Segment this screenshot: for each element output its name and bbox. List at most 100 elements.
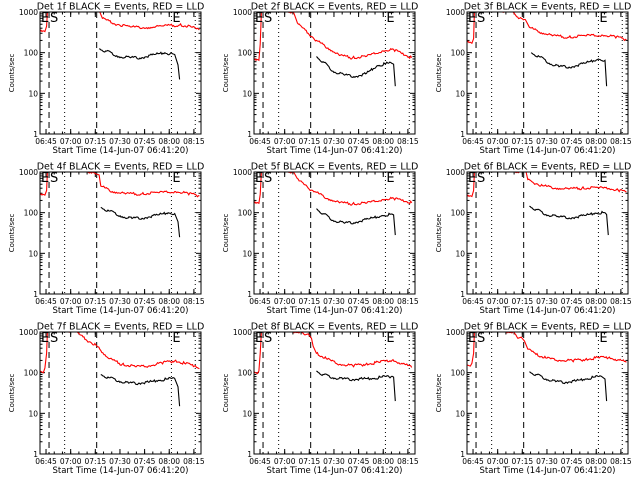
y-tick-label: 1000 [19,8,38,17]
marker-e-left: E [255,11,263,26]
events-series-line [316,370,396,402]
x-tick-label: 07:15 [299,297,321,306]
x-tick-label: 07:45 [348,297,370,306]
y-tick-label: 10 [28,409,38,418]
y-tick-label: 1 [460,130,465,139]
y-axis-label: Counts/sec [8,54,16,93]
y-tick-label: 10 [242,89,252,98]
y-tick-label: 1000 [19,328,38,337]
y-tick-label: 100 [451,209,466,218]
marker-e-right: E [599,11,607,26]
x-tick-label: 07:30 [109,137,131,146]
y-axis-label: Counts/sec [222,214,230,253]
x-tick-label: 06:45 [35,137,57,146]
lld-series-line [254,172,413,206]
x-tick-label: 07:30 [323,297,345,306]
x-tick-label: 06:45 [35,457,57,466]
panel-det-3: Det 3f BLACK = Events, RED = LLD Counts/s… [435,2,632,157]
y-tick-label: 100 [238,209,253,218]
panel-title: Det 7f BLACK = Events, RED = LLD [37,322,205,333]
panel-title: Det 2f BLACK = Events, RED = LLD [251,2,419,13]
plot-frame [253,171,416,295]
x-tick-label: 08:00 [158,297,180,306]
lld-series-line [254,12,413,62]
y-tick-label: 100 [238,369,253,378]
plot-frame [466,11,629,135]
marker-s: S [50,331,58,346]
lld-series-line [40,12,200,33]
panel-det-1: Det 1f BLACK = Events, RED = LLD Counts/s… [8,2,205,157]
plot-frame [39,171,202,295]
x-tick-label: 07:45 [134,137,156,146]
y-axis-label: Counts/sec [8,214,16,253]
x-axis-label: Start Time (14-Jun-07 06:41:20) [480,466,616,476]
y-tick-label: 1000 [446,8,465,17]
x-tick-label: 07:00 [274,137,296,146]
x-tick-label: 08:15 [397,297,419,306]
x-tick-label: 07:30 [536,137,558,146]
y-tick-label: 100 [451,49,466,58]
x-axis-label: Start Time (14-Jun-07 06:41:20) [480,146,616,156]
x-tick-label: 08:00 [585,137,607,146]
x-tick-label: 08:15 [397,137,419,146]
x-tick-label: 08:15 [183,457,205,466]
x-tick-label: 07:15 [299,137,321,146]
y-tick-label: 1 [247,450,252,459]
x-axis-label: Start Time (14-Jun-07 06:41:20) [267,306,403,316]
events-series-line [529,205,609,236]
x-tick-label: 06:45 [35,297,57,306]
y-tick-label: 100 [24,209,39,218]
y-tick-label: 1000 [233,328,252,337]
x-tick-label: 07:15 [85,457,107,466]
y-axis-label: Counts/sec [222,374,230,413]
marker-s: S [477,171,485,186]
marker-e-right: E [172,171,180,186]
plot-frame [39,331,202,455]
y-tick-label: 10 [455,249,465,258]
x-tick-label: 08:00 [372,137,394,146]
marker-e-left: E [468,11,476,26]
y-tick-label: 10 [455,409,465,418]
x-tick-label: 07:15 [299,457,321,466]
x-tick-label: 07:45 [561,297,583,306]
panel-det-9: Det 9f BLACK = Events, RED = LLD Counts/s… [435,322,632,477]
marker-e-left: E [41,11,49,26]
y-tick-label: 1000 [446,328,465,337]
x-tick-label: 07:15 [85,137,107,146]
lld-series-line [254,332,413,375]
y-axis-label: Counts/sec [435,54,443,93]
x-tick-label: 08:00 [372,297,394,306]
events-series-line [100,206,181,238]
x-axis-label: Start Time (14-Jun-07 06:41:20) [53,466,189,476]
x-tick-label: 07:30 [536,457,558,466]
panel-title: Det 5f BLACK = Events, RED = LLD [251,162,419,173]
panel-title: Det 4f BLACK = Events, RED = LLD [37,162,205,173]
x-axis-label: Start Time (14-Jun-07 06:41:20) [267,466,403,476]
marker-e-left: E [41,171,49,186]
y-axis-label: Counts/sec [435,374,443,413]
plot-frame [466,171,629,295]
x-tick-label: 08:15 [610,297,632,306]
x-tick-label: 08:00 [158,457,180,466]
x-tick-label: 06:45 [462,297,484,306]
x-axis-label: Start Time (14-Jun-07 06:41:20) [53,146,189,156]
x-tick-label: 07:30 [536,297,558,306]
panel-det-6: Det 6f BLACK = Events, RED = LLD Counts/s… [435,162,632,317]
y-axis-label: Counts/sec [435,214,443,253]
x-tick-label: 07:00 [60,297,82,306]
x-tick-label: 07:15 [512,297,534,306]
marker-s: S [264,331,272,346]
marker-e-right: E [386,331,394,346]
y-tick-label: 10 [455,89,465,98]
lld-series-line [467,172,627,198]
y-tick-label: 1 [247,290,252,299]
x-tick-label: 08:00 [585,457,607,466]
events-series-line [98,48,181,80]
panel-title: Det 1f BLACK = Events, RED = LLD [37,2,205,13]
events-series-line [100,374,181,407]
x-tick-label: 08:15 [183,297,205,306]
y-axis-label: Counts/sec [222,54,230,93]
x-axis-label: Start Time (14-Jun-07 06:41:20) [53,306,189,316]
y-tick-label: 1 [460,290,465,299]
x-tick-label: 07:30 [109,457,131,466]
